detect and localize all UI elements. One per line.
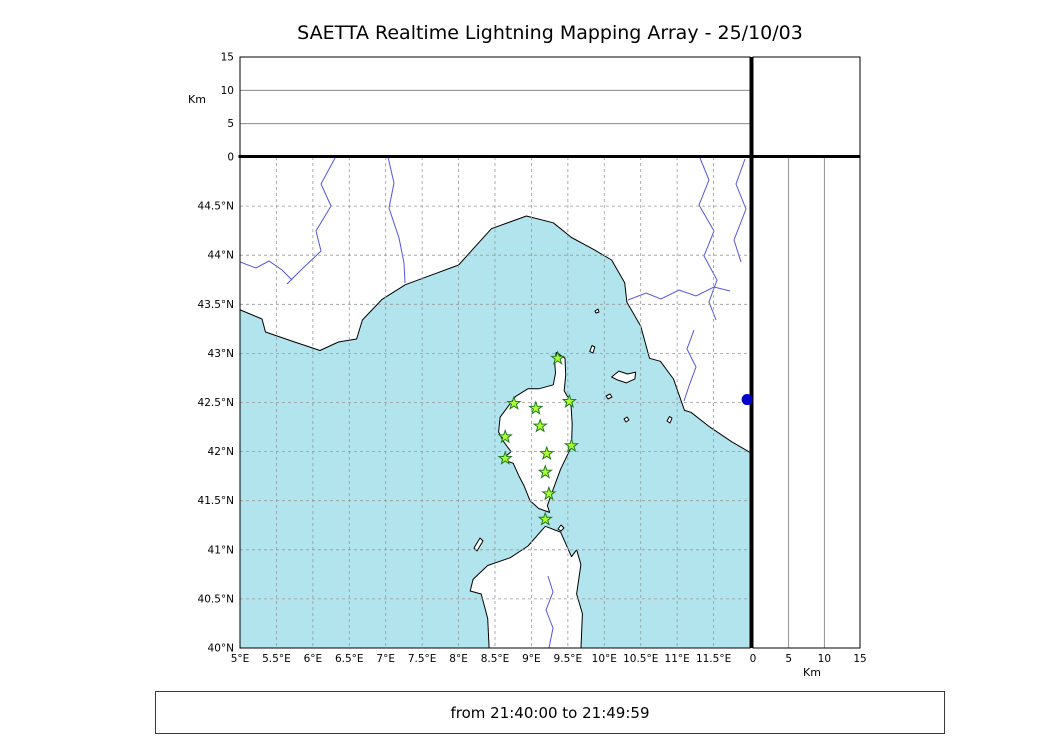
top-panel-frame: [239, 56, 751, 158]
station-marker: [537, 464, 553, 479]
lat-tick-label: 40°N: [208, 643, 234, 655]
altitude-tick-label: 0: [227, 152, 234, 164]
lat-tick-label: 43°N: [208, 348, 234, 360]
altitude-tick-label: 15: [853, 653, 866, 665]
altitude-tick-label: 10: [818, 653, 831, 665]
island-gorgona: [594, 308, 600, 314]
station-marker: [550, 350, 566, 365]
station-marker: [541, 485, 557, 501]
station-marker: [561, 393, 577, 409]
lon-tick-label: 8.5°E: [481, 653, 510, 665]
lon-tick-label: 5.5°E: [262, 653, 291, 665]
lon-tick-label: 10.5°E: [623, 653, 658, 665]
station-marker: [539, 445, 555, 461]
island-sardinia: [469, 525, 583, 648]
lon-tick-label: 6.5°E: [335, 653, 364, 665]
lon-tick-label: 6°E: [304, 653, 323, 665]
lat-tick-label: 44.5°N: [198, 201, 234, 213]
time-range-text: from 21:40:00 to 21:49:59: [450, 703, 650, 722]
station-marker: [563, 437, 580, 453]
station-marker: [532, 418, 548, 433]
river: [545, 575, 554, 648]
lon-tick-label: 11.5°E: [696, 653, 731, 665]
right-panel-frame: [752, 156, 861, 649]
lat-tick-label: 42.5°N: [198, 397, 234, 409]
island-montecristo: [623, 416, 630, 423]
altitude-tick-label: 10: [221, 85, 234, 97]
river: [733, 158, 747, 263]
station-marker: [528, 400, 544, 415]
corner-box-frame: [752, 56, 861, 158]
time-range-box: from 21:40:00 to 21:49:59: [155, 691, 945, 734]
station-marker: [537, 511, 553, 526]
lon-tick-label: 11°E: [665, 653, 690, 665]
lon-tick-label: 9.5°E: [554, 653, 583, 665]
station-marker: [497, 428, 513, 444]
page-title: SAETTA Realtime Lightning Mapping Array …: [297, 22, 803, 44]
source-point: [741, 394, 753, 406]
lon-tick-label: 8°E: [449, 653, 468, 665]
lon-tick-label: 9°E: [522, 653, 541, 665]
altitude-tick-label: 15: [221, 52, 234, 64]
axis-tick-labels: 5°E 5.5°E 6°E 6.5°E 7°E 7.5°E 8°E 8.5°E 9°E 9.5°E…: [188, 52, 867, 680]
altitude-tick-label: 5: [785, 653, 792, 665]
lat-tick-label: 44°N: [208, 250, 234, 262]
lon-tick-label: 10°E: [592, 653, 617, 665]
station-marker: [497, 450, 513, 465]
lat-tick-label: 43.5°N: [198, 299, 234, 311]
river: [387, 157, 406, 284]
lat-tick-label: 41°N: [208, 544, 234, 556]
island-corsica: [498, 351, 573, 513]
lat-tick-label: 41.5°N: [198, 495, 234, 507]
lon-tick-label: 5°E: [231, 653, 250, 665]
station-marker: [506, 395, 522, 410]
island-capraia: [589, 345, 596, 354]
lat-tick-label: 42°N: [208, 446, 234, 458]
river: [683, 329, 697, 402]
altitude-unit-label: Km: [188, 93, 206, 106]
station-markers: [497, 350, 753, 526]
lon-tick-label: 7.5°E: [408, 653, 437, 665]
altitude-unit-label: Km: [803, 666, 821, 679]
island-maddalena: [557, 524, 565, 532]
altitude-tick-label: 5: [227, 118, 234, 130]
lon-tick-label: 7°E: [376, 653, 395, 665]
river: [698, 157, 718, 321]
lat-tick-label: 40.5°N: [198, 593, 234, 605]
coastline-continent: [240, 157, 750, 454]
rivers: [240, 157, 747, 648]
island-pianosa: [605, 393, 613, 400]
river: [240, 260, 293, 281]
river: [286, 157, 336, 285]
panel-frames: [238, 56, 861, 649]
island-giglio: [666, 416, 673, 424]
island-elba: [611, 370, 637, 384]
grid-lines: [240, 89, 825, 648]
altitude-tick-label: 0: [750, 653, 757, 665]
